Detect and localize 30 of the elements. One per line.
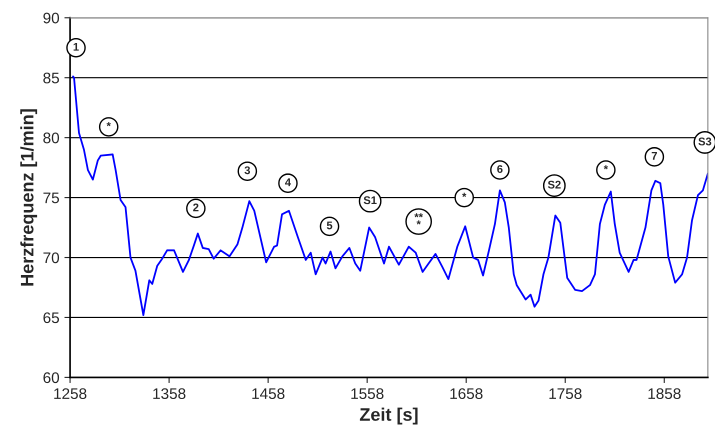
annotation: * (106, 122, 111, 126)
annotation: 6 (497, 165, 503, 173)
annotation: S2 (548, 180, 561, 189)
y-tick-label: 65 (43, 312, 60, 324)
x-tick-label: 1758 (549, 388, 582, 400)
annotation: 3 (244, 166, 250, 174)
x-tick-label: 1658 (450, 388, 483, 400)
annotation: S3 (698, 138, 712, 146)
annotation: 4 (285, 178, 291, 186)
x-tick-label: 1458 (252, 388, 284, 400)
y-axis-title: Herzfrequenz [1/min] (20, 109, 38, 286)
annotation: 2 (193, 203, 198, 212)
annotation: * (604, 165, 608, 170)
annotation: * (462, 192, 466, 197)
annotation: ** * (414, 213, 423, 224)
y-tick-label: 85 (43, 72, 60, 84)
x-tick-label: 1858 (648, 388, 681, 400)
x-tick-label: 1358 (153, 388, 186, 400)
annotation: 7 (652, 152, 657, 160)
y-tick-label: 70 (43, 252, 60, 264)
annotation: S1 (364, 196, 377, 204)
x-tick-label: 1558 (351, 388, 384, 400)
annotation: 1 (74, 42, 79, 51)
y-tick-label: 90 (43, 12, 60, 24)
x-axis-title: Zeit [s] (360, 408, 418, 424)
y-tick-label: 80 (43, 132, 60, 144)
y-tick-label: 60 (43, 372, 60, 384)
y-tick-label: 75 (43, 192, 60, 204)
annotation: 5 (326, 222, 332, 230)
x-tick-label: 1258 (54, 388, 86, 400)
